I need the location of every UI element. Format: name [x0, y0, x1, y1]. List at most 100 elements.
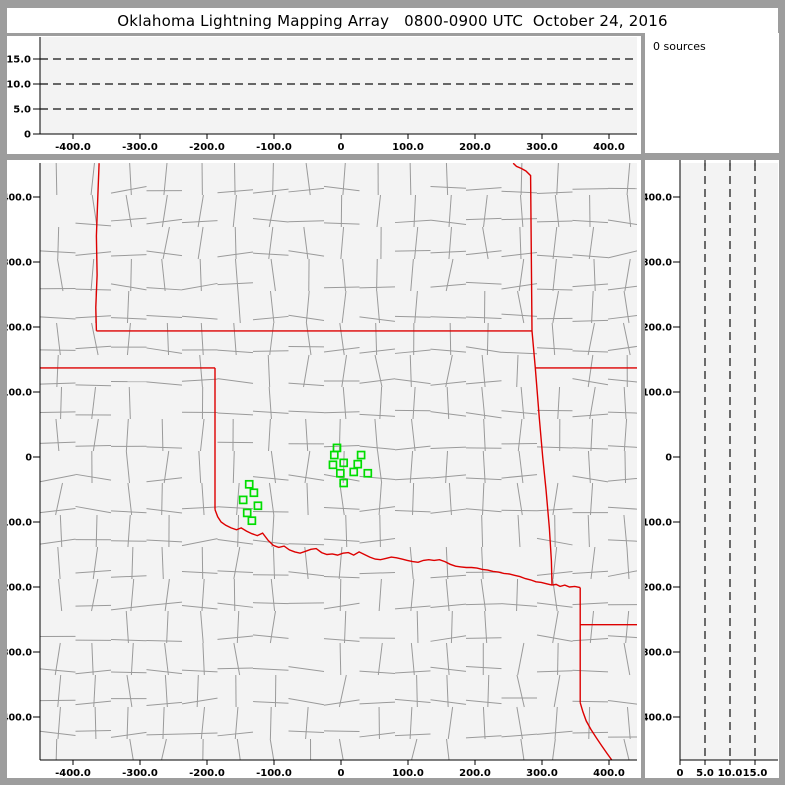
county-line — [288, 382, 325, 387]
y-tick-label: -100.0 — [7, 518, 32, 529]
county-line — [449, 322, 452, 356]
county-line — [607, 700, 637, 705]
station-marker — [356, 450, 366, 460]
county-line — [394, 250, 431, 252]
county-line — [572, 638, 609, 642]
x-tick-label: 300.0 — [526, 768, 558, 778]
county-line — [465, 346, 502, 353]
county-line — [447, 706, 454, 740]
county-line — [517, 290, 525, 324]
county-line — [161, 258, 166, 292]
county-line — [252, 701, 289, 704]
county-line — [269, 738, 275, 760]
county-line — [200, 418, 205, 452]
plan-view-map-plot[interactable]: 400.0 300.0 200.0 100.0 0 -100.0 -200.0 -300.0 -… — [7, 160, 641, 778]
county-line — [288, 571, 325, 577]
county-boundaries — [40, 163, 637, 760]
county-line — [465, 187, 502, 191]
county-line — [110, 605, 147, 611]
county-line — [110, 254, 147, 257]
county-line — [394, 605, 431, 610]
county-line — [110, 317, 147, 320]
county-line — [323, 699, 360, 706]
county-line — [572, 413, 609, 418]
station-marker — [242, 508, 252, 518]
county-line — [232, 194, 237, 228]
county-line — [217, 378, 254, 384]
county-line — [379, 386, 383, 420]
county-line — [146, 381, 183, 386]
county-line — [572, 283, 609, 288]
county-line — [198, 450, 202, 484]
county-line — [341, 290, 347, 324]
county-line — [554, 706, 558, 740]
county-line — [40, 441, 76, 444]
county-line — [197, 226, 204, 260]
county-line — [480, 578, 487, 612]
county-line — [589, 482, 594, 516]
county-line — [341, 354, 348, 388]
county-line — [288, 666, 325, 672]
county-line — [125, 194, 133, 228]
county-line — [162, 706, 165, 740]
county-line — [217, 731, 254, 737]
county-line — [607, 635, 637, 639]
county-line — [378, 578, 382, 612]
county-line — [40, 316, 76, 320]
county-line — [557, 386, 561, 420]
county-line — [607, 378, 637, 383]
county-line — [268, 482, 275, 516]
county-line — [323, 638, 360, 642]
county-line — [430, 411, 467, 417]
county-line — [146, 347, 183, 354]
y-tick-label: 0 — [665, 453, 672, 464]
county-line — [607, 250, 637, 259]
station-marker — [349, 467, 359, 477]
county-line — [288, 474, 325, 481]
county-line — [75, 222, 112, 227]
county-line — [75, 669, 112, 675]
county-line — [626, 163, 631, 196]
county-line — [482, 482, 485, 516]
county-line — [376, 258, 378, 292]
y-tick-label: 15.0 — [7, 55, 31, 66]
ns-altitude-plot[interactable]: 400.0 300.0 200.0 100.0 0 -100.0 -200.0 -300.0 -… — [645, 160, 779, 778]
county-line — [323, 474, 360, 482]
y-tick-label: -300.0 — [7, 648, 32, 659]
ew-altitude-plot[interactable]: 0 5.0 10.0 15.0 -400.0 -300.0 -200.0 -100.0 0 100… — [7, 36, 641, 154]
county-line — [536, 191, 573, 194]
station-marker — [247, 516, 257, 526]
county-line — [252, 217, 289, 223]
county-line — [625, 610, 630, 644]
county-line — [481, 354, 486, 388]
county-line — [217, 506, 254, 510]
county-line — [234, 258, 239, 292]
county-line — [572, 475, 609, 483]
county-line — [516, 482, 523, 516]
county-line — [339, 482, 345, 516]
county-line — [269, 322, 275, 356]
county-line — [252, 252, 289, 256]
county-line — [75, 384, 112, 387]
county-line — [430, 635, 467, 642]
station-marker — [363, 468, 373, 478]
y-tick-label: -400.0 — [645, 713, 672, 724]
station-marker — [238, 495, 248, 505]
county-line — [40, 474, 76, 483]
county-line — [94, 706, 97, 740]
county-line — [607, 285, 637, 291]
county-line — [252, 602, 289, 605]
county-line — [110, 638, 147, 642]
county-line — [572, 350, 609, 353]
county-line — [55, 418, 60, 452]
title-bar: Oklahoma Lightning Mapping Array 0800-09… — [7, 8, 778, 33]
county-line — [268, 194, 277, 228]
county-line — [164, 642, 169, 676]
county-line — [75, 444, 112, 447]
county-line — [126, 674, 133, 708]
county-line — [375, 322, 378, 356]
county-line — [465, 699, 502, 705]
county-line — [430, 603, 467, 608]
county-line — [487, 674, 490, 708]
county-line — [465, 665, 502, 670]
